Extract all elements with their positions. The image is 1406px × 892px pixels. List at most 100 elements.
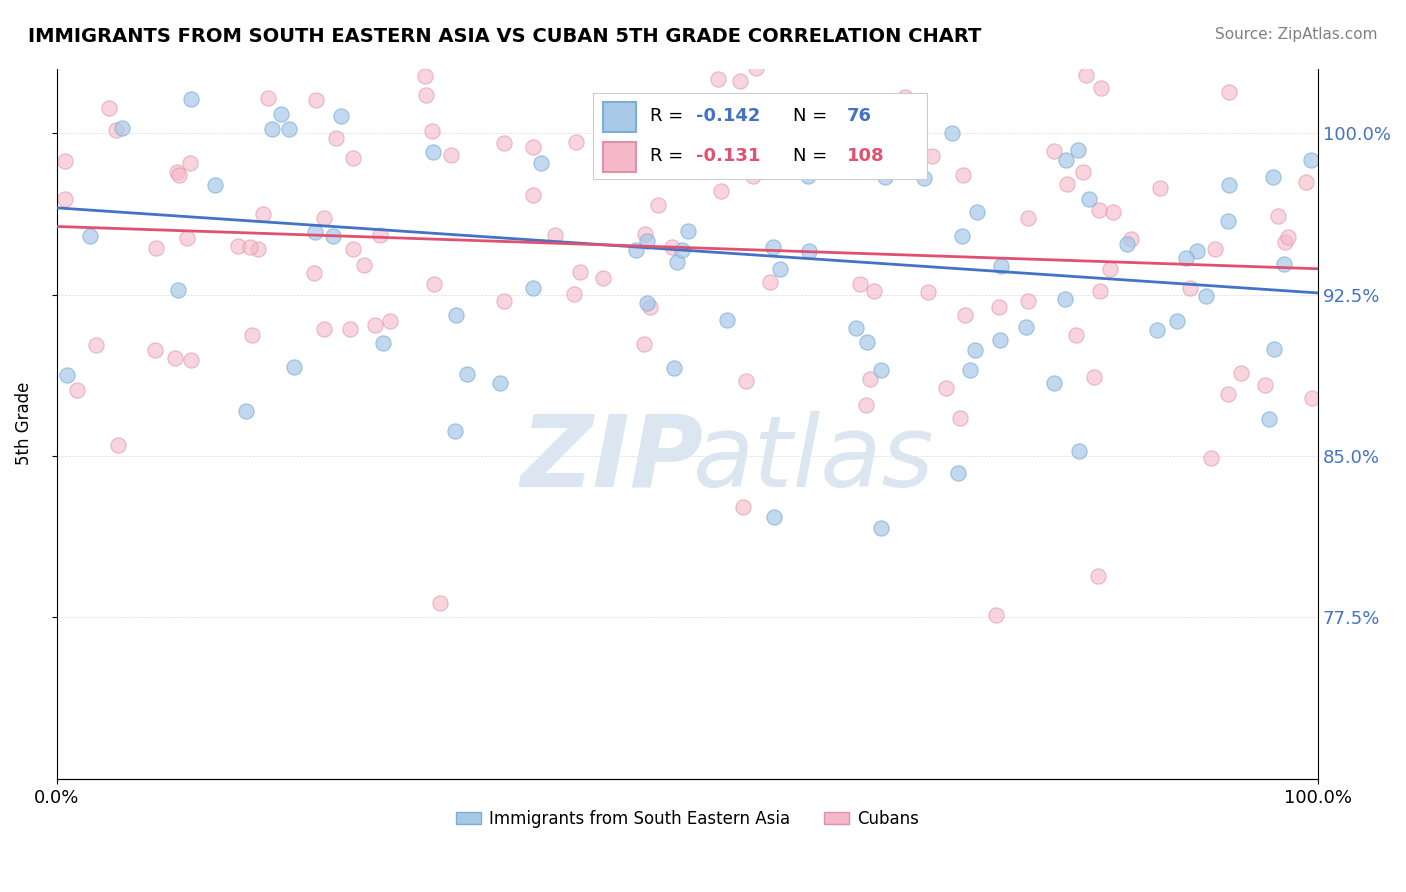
Point bbox=[1218, 386, 1240, 401]
Point bbox=[759, 275, 782, 289]
Point bbox=[966, 204, 988, 219]
Point bbox=[111, 121, 134, 136]
Point bbox=[166, 165, 188, 179]
Point bbox=[530, 156, 553, 170]
Point bbox=[56, 368, 79, 383]
Point bbox=[180, 92, 202, 106]
Point bbox=[1230, 366, 1253, 380]
Point bbox=[252, 207, 274, 221]
Point bbox=[1299, 153, 1322, 167]
Point bbox=[1274, 235, 1296, 249]
Point bbox=[1119, 232, 1142, 246]
Point bbox=[1146, 323, 1168, 337]
Point bbox=[935, 381, 957, 395]
Point bbox=[342, 242, 364, 256]
Point bbox=[322, 228, 344, 243]
Point bbox=[946, 466, 969, 480]
Point bbox=[1218, 178, 1240, 193]
Point bbox=[873, 170, 896, 185]
Point bbox=[661, 240, 683, 254]
Point bbox=[869, 363, 891, 377]
Point bbox=[984, 608, 1007, 623]
Point bbox=[1088, 202, 1111, 217]
Point bbox=[769, 262, 792, 277]
Point bbox=[856, 335, 879, 350]
Point bbox=[921, 149, 943, 163]
Point bbox=[863, 284, 886, 298]
Point bbox=[544, 228, 567, 243]
Point bbox=[949, 410, 972, 425]
Point bbox=[494, 294, 516, 309]
Point bbox=[988, 333, 1011, 347]
Point bbox=[163, 351, 186, 365]
Point bbox=[1149, 181, 1171, 195]
Point bbox=[304, 225, 326, 239]
Point bbox=[845, 320, 868, 334]
Point bbox=[240, 328, 263, 343]
Point bbox=[422, 277, 444, 292]
Text: ZIP: ZIP bbox=[520, 410, 703, 508]
Point bbox=[1102, 205, 1125, 219]
Point bbox=[636, 296, 658, 310]
Point bbox=[339, 322, 361, 336]
Point bbox=[1054, 153, 1077, 167]
Point bbox=[664, 360, 686, 375]
Point bbox=[870, 521, 893, 535]
Point bbox=[734, 374, 756, 388]
Point bbox=[1301, 391, 1323, 405]
Point bbox=[959, 363, 981, 377]
Point bbox=[733, 500, 755, 515]
Point bbox=[180, 353, 202, 368]
Point bbox=[681, 50, 703, 64]
Point bbox=[53, 153, 76, 168]
Point bbox=[1067, 443, 1090, 458]
Point bbox=[634, 227, 657, 242]
Point bbox=[1166, 314, 1188, 328]
Point bbox=[364, 318, 387, 332]
Point bbox=[730, 74, 752, 88]
Point bbox=[145, 241, 167, 255]
Point bbox=[738, 41, 761, 55]
Point bbox=[330, 109, 353, 123]
Point bbox=[107, 438, 129, 452]
Point bbox=[79, 228, 101, 243]
Point bbox=[762, 509, 785, 524]
Point bbox=[797, 244, 820, 258]
Point bbox=[859, 372, 882, 386]
Point bbox=[1078, 192, 1101, 206]
Point bbox=[494, 136, 516, 150]
Point bbox=[990, 260, 1012, 274]
Point bbox=[1272, 257, 1295, 271]
Point bbox=[247, 242, 270, 256]
Point bbox=[1017, 293, 1039, 308]
Point bbox=[707, 71, 730, 86]
Point bbox=[633, 337, 655, 351]
Point bbox=[489, 376, 512, 391]
Point bbox=[522, 281, 544, 295]
Point bbox=[1090, 81, 1112, 95]
Point bbox=[1295, 175, 1317, 189]
Point bbox=[1043, 376, 1066, 390]
Point bbox=[1017, 211, 1039, 225]
Point bbox=[600, 142, 623, 156]
Point bbox=[1185, 244, 1208, 258]
Point bbox=[277, 121, 299, 136]
Point bbox=[53, 192, 76, 206]
Point bbox=[900, 38, 922, 53]
Point bbox=[1076, 68, 1098, 82]
Point bbox=[707, 128, 730, 142]
Point bbox=[257, 36, 280, 50]
Point bbox=[665, 254, 688, 268]
Point bbox=[647, 198, 669, 212]
Point bbox=[1064, 327, 1087, 342]
Point bbox=[314, 211, 336, 226]
Point bbox=[143, 343, 166, 357]
Text: atlas: atlas bbox=[693, 410, 935, 508]
Point bbox=[305, 93, 328, 107]
Point bbox=[636, 234, 658, 248]
Point bbox=[179, 156, 201, 170]
Point bbox=[415, 87, 437, 102]
Point bbox=[65, 383, 87, 397]
Point bbox=[1254, 377, 1277, 392]
Point bbox=[226, 239, 249, 253]
